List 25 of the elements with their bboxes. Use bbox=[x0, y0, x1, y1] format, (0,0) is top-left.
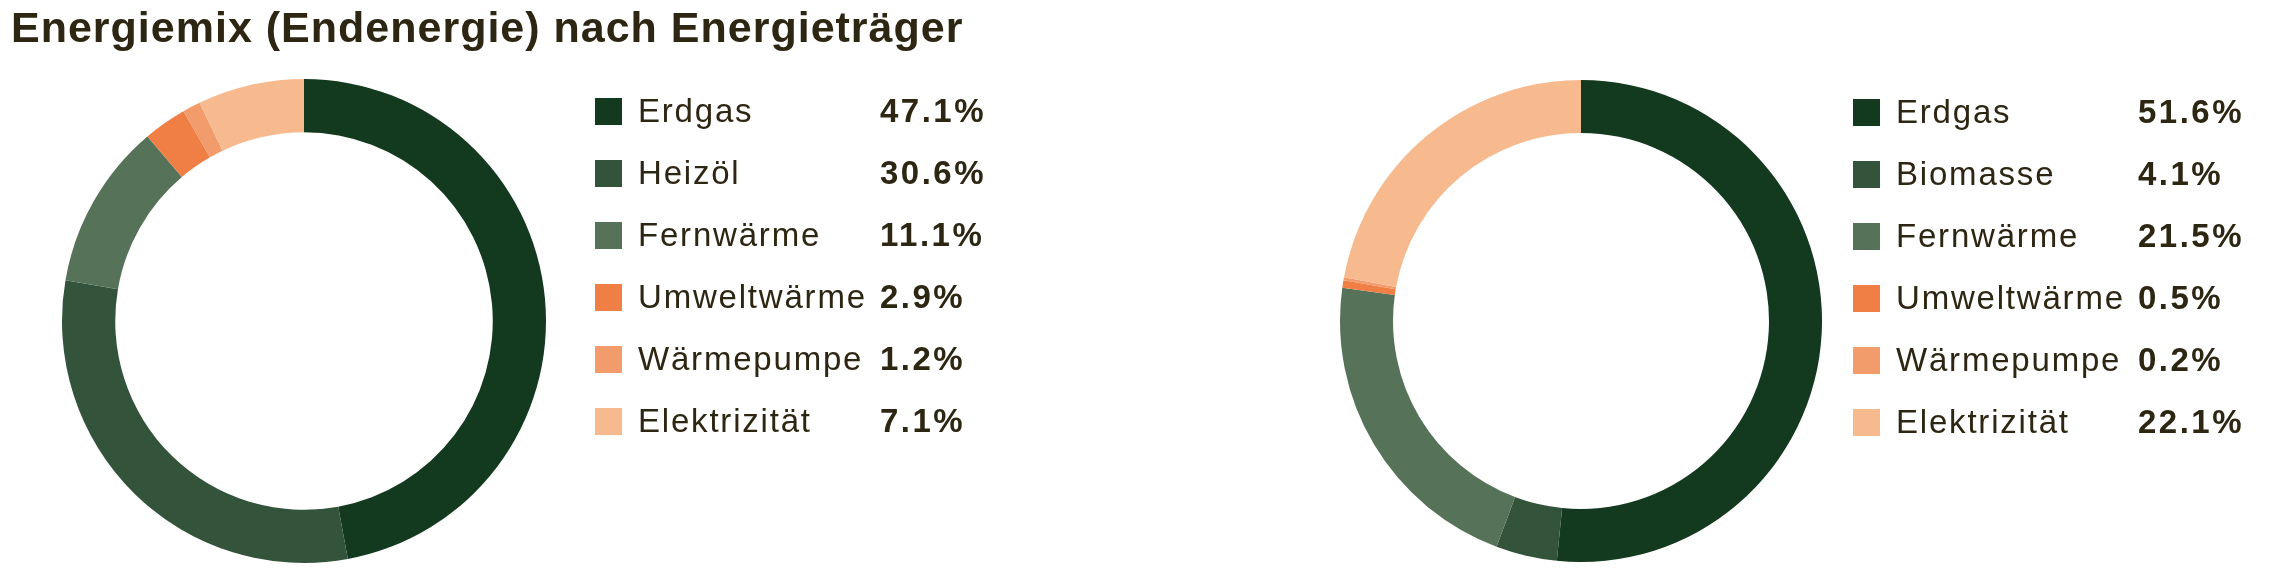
data-label: 30.6% bbox=[880, 154, 987, 192]
data-label: 47.1% bbox=[880, 92, 987, 130]
data-label: 1.2% bbox=[880, 340, 966, 378]
legend-label: Wärmepumpe bbox=[1896, 341, 2122, 379]
data-label: 0.2% bbox=[2138, 341, 2224, 379]
data-label: 0.5% bbox=[2138, 279, 2224, 317]
legend-label: Elektrizität bbox=[1896, 403, 2070, 441]
legend-label: Umweltwärme bbox=[1896, 279, 2125, 317]
legend-label: Elektrizität bbox=[638, 402, 812, 440]
legend-label: Erdgas bbox=[638, 92, 754, 130]
data-label: 4.1% bbox=[2138, 155, 2224, 193]
data-label: 21.5% bbox=[2138, 217, 2245, 255]
data-label: 7.1% bbox=[880, 402, 966, 440]
data-label: 2.9% bbox=[880, 278, 966, 316]
legend-label: Heizöl bbox=[638, 154, 741, 192]
data-label: 11.1% bbox=[880, 216, 985, 254]
legend-label: Erdgas bbox=[1896, 93, 2012, 131]
data-label: 51.6% bbox=[2138, 93, 2245, 131]
legend-label: Fernwärme bbox=[638, 216, 822, 254]
legend-label: Umweltwärme bbox=[638, 278, 867, 316]
legend-label: Fernwärme bbox=[1896, 217, 2080, 255]
chart-title: Energiemix (Endenergie) nach Energieträger bbox=[11, 3, 964, 52]
legend-label: Biomasse bbox=[1896, 155, 2056, 193]
legend-label: Wärmepumpe bbox=[638, 340, 864, 378]
data-label: 22.1% bbox=[2138, 403, 2245, 441]
